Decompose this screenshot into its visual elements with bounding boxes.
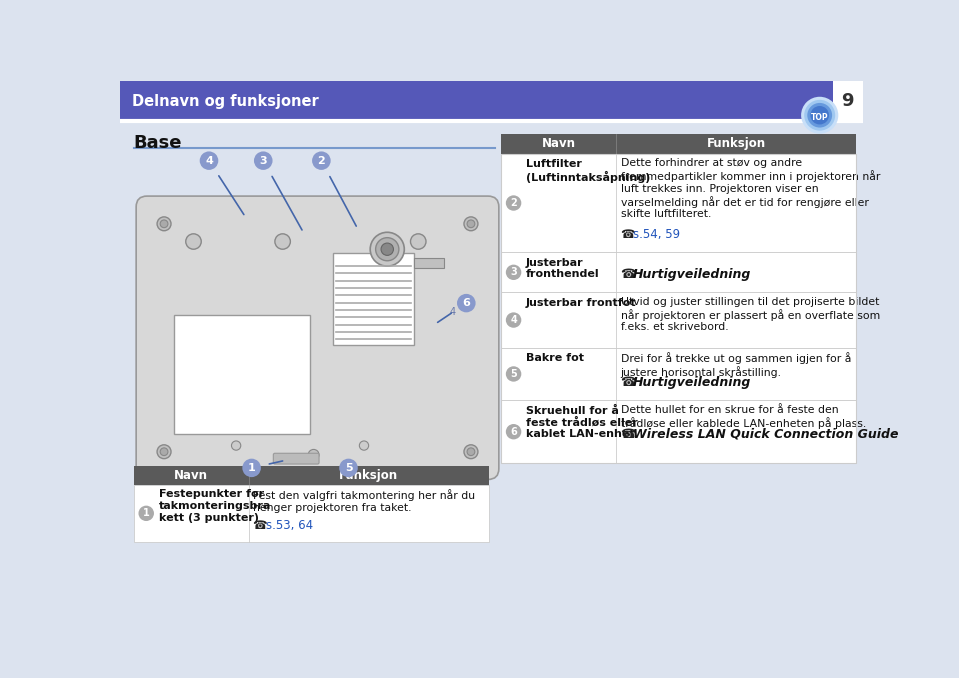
Circle shape bbox=[160, 220, 168, 228]
Text: Fest den valgfri takmontering her når du
henger projektoren fra taket.: Fest den valgfri takmontering her når du… bbox=[253, 490, 476, 513]
Text: 4: 4 bbox=[205, 156, 213, 165]
FancyBboxPatch shape bbox=[136, 196, 499, 479]
Text: 3: 3 bbox=[260, 156, 267, 165]
FancyBboxPatch shape bbox=[120, 81, 863, 121]
Text: Funksjon: Funksjon bbox=[707, 137, 765, 151]
Circle shape bbox=[254, 151, 272, 170]
Circle shape bbox=[360, 441, 368, 450]
Circle shape bbox=[231, 441, 241, 450]
Text: 4: 4 bbox=[450, 307, 456, 317]
Text: ☎: ☎ bbox=[620, 428, 641, 441]
FancyBboxPatch shape bbox=[175, 315, 310, 434]
Text: 4: 4 bbox=[510, 315, 517, 325]
FancyBboxPatch shape bbox=[502, 348, 856, 400]
Text: Dette hullet for en skrue for å feste den
trådløse eller kablede LAN-enheten på : Dette hullet for en skrue for å feste de… bbox=[620, 405, 866, 428]
Circle shape bbox=[467, 448, 475, 456]
Circle shape bbox=[801, 97, 838, 134]
Text: Base: Base bbox=[134, 134, 182, 152]
FancyBboxPatch shape bbox=[502, 400, 856, 463]
Text: Hurtigveiledning: Hurtigveiledning bbox=[633, 268, 751, 281]
Text: Justerbar frontfot: Justerbar frontfot bbox=[526, 298, 637, 308]
Circle shape bbox=[186, 234, 201, 250]
Circle shape bbox=[505, 195, 522, 211]
Text: Utvid og juster stillingen til det projiserte bildet
når projektoren er plassert: Utvid og juster stillingen til det proji… bbox=[620, 297, 879, 332]
Circle shape bbox=[457, 294, 476, 313]
Text: 1: 1 bbox=[247, 463, 255, 473]
Text: TOP: TOP bbox=[811, 113, 829, 122]
Circle shape bbox=[199, 151, 219, 170]
Text: 6: 6 bbox=[510, 426, 517, 437]
Circle shape bbox=[805, 100, 835, 131]
Text: 3: 3 bbox=[510, 267, 517, 277]
Text: ☎: ☎ bbox=[253, 519, 271, 532]
Text: s.53, 64: s.53, 64 bbox=[266, 519, 313, 532]
Text: Drei for å trekke ut og sammen igjen for å
justere horisontal skråstilling.: Drei for å trekke ut og sammen igjen for… bbox=[620, 353, 851, 378]
Text: Navn: Navn bbox=[542, 137, 575, 151]
Circle shape bbox=[464, 445, 478, 458]
Text: 5: 5 bbox=[344, 463, 352, 473]
Text: Delnavn og funksjoner: Delnavn og funksjoner bbox=[131, 94, 318, 109]
Circle shape bbox=[376, 238, 399, 261]
Circle shape bbox=[464, 217, 478, 231]
Circle shape bbox=[308, 450, 319, 460]
Text: Justerbar
fronthendel: Justerbar fronthendel bbox=[526, 258, 599, 279]
Circle shape bbox=[505, 366, 522, 382]
Text: Festepunkter for
takmonteringsbra
kett (3 punkter): Festepunkter for takmonteringsbra kett (… bbox=[158, 490, 271, 523]
FancyBboxPatch shape bbox=[502, 292, 856, 348]
Text: ☎: ☎ bbox=[620, 228, 639, 241]
Text: Hurtigveiledning: Hurtigveiledning bbox=[633, 376, 751, 388]
Circle shape bbox=[505, 424, 522, 439]
FancyBboxPatch shape bbox=[502, 252, 856, 292]
Text: Wireless LAN Quick Connection Guide: Wireless LAN Quick Connection Guide bbox=[633, 428, 899, 441]
Circle shape bbox=[810, 106, 829, 125]
Text: s.54, 59: s.54, 59 bbox=[633, 228, 680, 241]
Circle shape bbox=[243, 458, 261, 477]
Circle shape bbox=[381, 243, 393, 256]
FancyBboxPatch shape bbox=[134, 466, 489, 485]
Circle shape bbox=[339, 458, 358, 477]
Circle shape bbox=[467, 220, 475, 228]
Text: ☎: ☎ bbox=[620, 268, 641, 281]
FancyBboxPatch shape bbox=[134, 485, 489, 542]
Circle shape bbox=[312, 151, 331, 170]
Text: Bakre fot: Bakre fot bbox=[526, 353, 584, 363]
Text: Funksjon: Funksjon bbox=[339, 469, 398, 482]
Text: 6: 6 bbox=[462, 298, 470, 308]
Text: 1: 1 bbox=[143, 508, 150, 518]
Circle shape bbox=[275, 234, 291, 250]
Text: 2: 2 bbox=[317, 156, 325, 165]
FancyBboxPatch shape bbox=[414, 258, 444, 268]
FancyBboxPatch shape bbox=[502, 154, 856, 252]
Circle shape bbox=[157, 217, 171, 231]
Text: Skruehull for å
feste trådløs eller
kablet LAN-enhet: Skruehull for å feste trådløs eller kabl… bbox=[526, 405, 638, 439]
Circle shape bbox=[138, 506, 154, 521]
FancyBboxPatch shape bbox=[273, 454, 319, 464]
Circle shape bbox=[160, 448, 168, 456]
Circle shape bbox=[505, 264, 522, 280]
Text: Navn: Navn bbox=[175, 469, 208, 482]
Text: Dette forhindrer at støv og andre
fremmedpartikler kommer inn i projektoren når
: Dette forhindrer at støv og andre fremme… bbox=[620, 159, 880, 220]
Circle shape bbox=[157, 445, 171, 458]
Text: 9: 9 bbox=[841, 92, 854, 111]
Text: 2: 2 bbox=[510, 198, 517, 208]
Text: Luftfilter
(Luftinntaksåpning): Luftfilter (Luftinntaksåpning) bbox=[526, 159, 650, 183]
Text: 5: 5 bbox=[510, 369, 517, 379]
Circle shape bbox=[807, 103, 832, 127]
FancyBboxPatch shape bbox=[333, 253, 414, 346]
Text: ☎: ☎ bbox=[620, 376, 641, 388]
Circle shape bbox=[410, 234, 426, 250]
Circle shape bbox=[370, 233, 405, 266]
Circle shape bbox=[505, 313, 522, 327]
FancyBboxPatch shape bbox=[832, 81, 863, 121]
FancyBboxPatch shape bbox=[502, 134, 856, 154]
